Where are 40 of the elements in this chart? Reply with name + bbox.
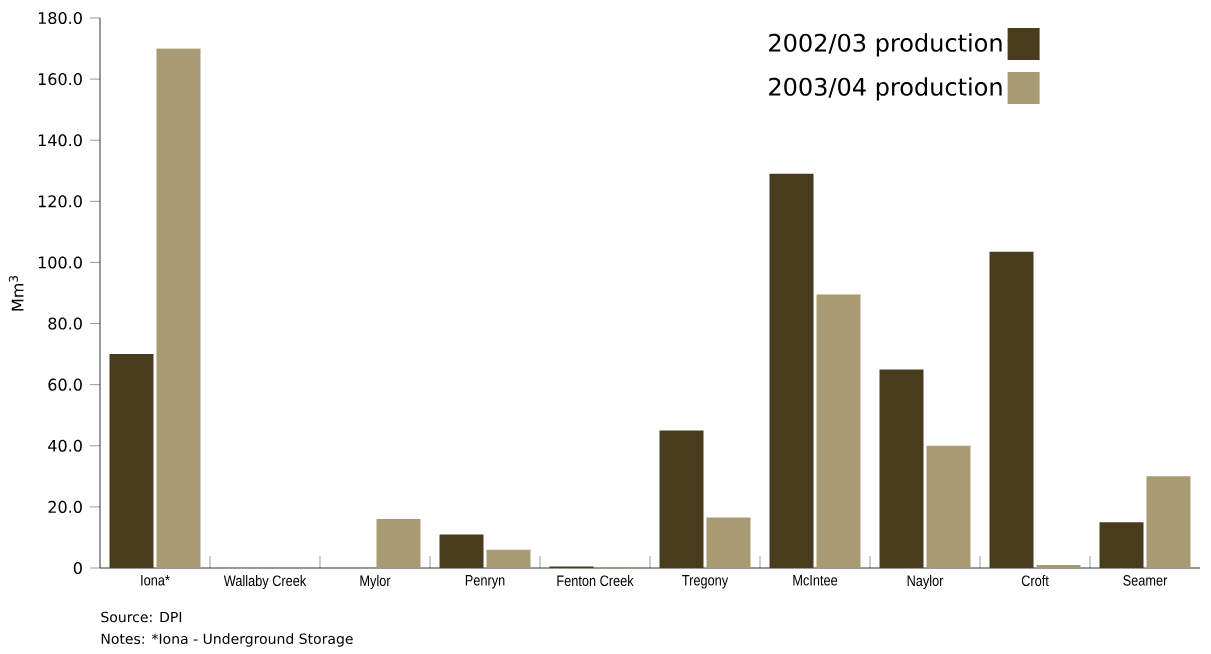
y-tick-label: 140.0	[38, 134, 82, 147]
y-tick-label: 60.0	[48, 378, 82, 391]
bar	[376, 519, 421, 568]
bar	[439, 534, 484, 568]
bar	[156, 48, 201, 568]
bar	[109, 354, 154, 568]
bar	[659, 430, 704, 568]
y-tick-label: 20.0	[48, 500, 82, 513]
y-tick-label: 120.0	[38, 195, 82, 208]
y-tick-label: 40.0	[48, 439, 82, 452]
bar	[769, 173, 814, 568]
bar	[989, 251, 1034, 568]
x-tick-label: Seamer	[1123, 575, 1168, 586]
x-tick-label: Wallaby Creek	[223, 575, 307, 590]
y-axis-title: Mm$^{3}$	[8, 275, 24, 311]
x-tick-label: Croft	[1021, 575, 1049, 587]
bar	[926, 445, 971, 568]
x-tick-label: Fenton Creek	[557, 575, 634, 587]
bar	[1099, 522, 1144, 568]
y-tick-label: 180.0	[38, 11, 82, 25]
x-tick-label: Mylor	[360, 575, 391, 590]
x-tick-label: Tregony	[682, 575, 729, 589]
y-tick-label: 100.0	[38, 256, 82, 269]
legend-label: 2003/04 production	[769, 77, 1002, 101]
x-tick-label: Naylor	[907, 575, 944, 590]
legend-label: 2002/03 production	[769, 33, 1002, 57]
bar	[879, 369, 924, 568]
bar	[486, 549, 531, 568]
x-tick-label: Penryn	[465, 575, 505, 589]
x-tick-label: Iona*	[141, 575, 170, 586]
y-tick-label: 80.0	[48, 317, 82, 330]
y-tick-label: 160.0	[38, 73, 82, 86]
bar	[1146, 476, 1191, 568]
source-note: Source: DPI	[101, 611, 182, 623]
bar	[816, 294, 861, 568]
bar	[706, 517, 751, 568]
x-tick-label: McIntee	[793, 575, 838, 586]
y-tick-label: 0	[73, 561, 82, 575]
bar	[1036, 564, 1081, 568]
text: Notes: *Iona - Underground Storage	[101, 633, 353, 647]
